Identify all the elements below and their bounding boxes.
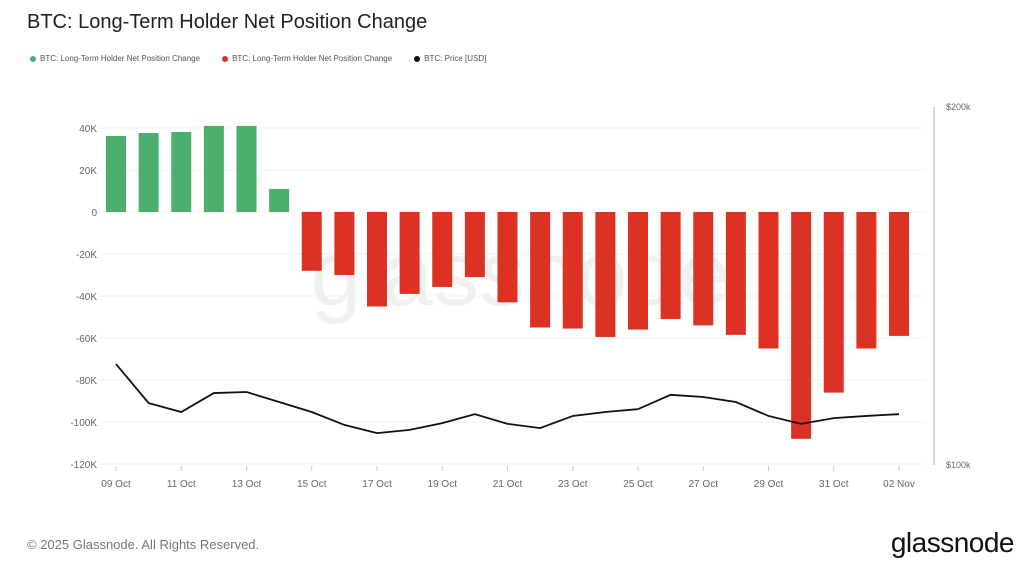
bar-11-oct[interactable]: [171, 131, 192, 212]
y-tick-label: -100K: [70, 418, 97, 429]
bar-22-oct[interactable]: [530, 212, 551, 328]
x-tick-label: 27 Oct: [689, 479, 719, 490]
right-tick-label: $200k: [946, 102, 971, 112]
x-tick-label: 29 Oct: [754, 479, 784, 490]
legend-item-lth-positive[interactable]: BTC: Long-Term Holder Net Position Chang…: [30, 54, 200, 63]
glassnode-logo: glassnode: [890, 527, 1015, 558]
y-tick-label: 40K: [79, 124, 97, 135]
x-tick-label: 15 Oct: [297, 479, 327, 490]
bar-24-oct[interactable]: [595, 212, 616, 337]
copyright: © 2025 Glassnode. All Rights Reserved.: [27, 537, 260, 552]
bar-14-oct[interactable]: [269, 188, 290, 212]
bar-30-oct[interactable]: [791, 212, 812, 439]
x-tick-label: 25 Oct: [623, 479, 653, 490]
black-dot-icon: [414, 55, 421, 62]
y-tick-label: -80K: [76, 376, 97, 387]
legend-item-lth-negative[interactable]: BTC: Long-Term Holder Net Position Chang…: [222, 54, 392, 63]
x-tick-label: 11 Oct: [167, 479, 196, 490]
bar-13-oct[interactable]: [236, 125, 257, 212]
bar-16-oct[interactable]: [334, 212, 355, 275]
legend-label: BTC: Price [USD]: [424, 54, 487, 63]
x-tick-label: 17 Oct: [362, 479, 392, 490]
bar-27-oct[interactable]: [693, 212, 714, 326]
chart-title: BTC: Long-Term Holder Net Position Chang…: [27, 11, 428, 33]
x-tick-label: 23 Oct: [558, 479, 588, 490]
y-tick-label: -60K: [76, 334, 97, 345]
y-tick-label: -40K: [76, 292, 97, 303]
bar-02-nov[interactable]: [889, 212, 909, 336]
bar-01-nov[interactable]: [856, 212, 877, 349]
y-tick-label: -120K: [70, 460, 97, 471]
x-tick-label: 02 Nov: [883, 479, 915, 490]
price-line[interactable]: [115, 363, 900, 435]
bar-28-oct[interactable]: [725, 212, 746, 335]
green-dot-icon: [30, 55, 36, 62]
red-dot-icon: [222, 55, 229, 62]
legend-label: BTC: Long-Term Holder Net Position Chang…: [40, 54, 201, 63]
bar-25-oct[interactable]: [628, 212, 648, 330]
x-tick-label: 13 Oct: [232, 479, 262, 490]
x-tick-label: 09 Oct: [101, 479, 131, 490]
bar-17-oct[interactable]: [367, 212, 387, 307]
bar-29-oct[interactable]: [758, 212, 779, 349]
bar-26-oct[interactable]: [660, 212, 681, 320]
bar-18-oct[interactable]: [399, 212, 420, 294]
y-tick-label: 0: [91, 208, 97, 219]
bar-20-oct[interactable]: [464, 212, 485, 278]
bar-21-oct[interactable]: [497, 212, 518, 303]
bar-23-oct[interactable]: [562, 212, 583, 329]
bar-12-oct[interactable]: [203, 125, 224, 212]
x-tick-label: 31 Oct: [819, 479, 849, 490]
bar-09-oct[interactable]: [106, 135, 126, 212]
bar-10-oct[interactable]: [138, 133, 159, 212]
legend: BTC: Long-Term Holder Net Position Chang…: [30, 54, 486, 63]
legend-item-price[interactable]: BTC: Price [USD]: [414, 54, 486, 63]
bar-31-oct[interactable]: [823, 212, 844, 393]
right-tick-label: $100k: [946, 460, 971, 470]
y-tick-label: -20K: [76, 250, 97, 261]
legend-label: BTC: Long-Term Holder Net Position Chang…: [232, 54, 393, 63]
bar-15-oct[interactable]: [301, 212, 322, 271]
y-tick-label: 20K: [79, 166, 97, 177]
x-tick-label: 21 Oct: [493, 479, 523, 490]
x-tick-label: 19 Oct: [428, 479, 458, 490]
bar-19-oct[interactable]: [432, 212, 453, 287]
